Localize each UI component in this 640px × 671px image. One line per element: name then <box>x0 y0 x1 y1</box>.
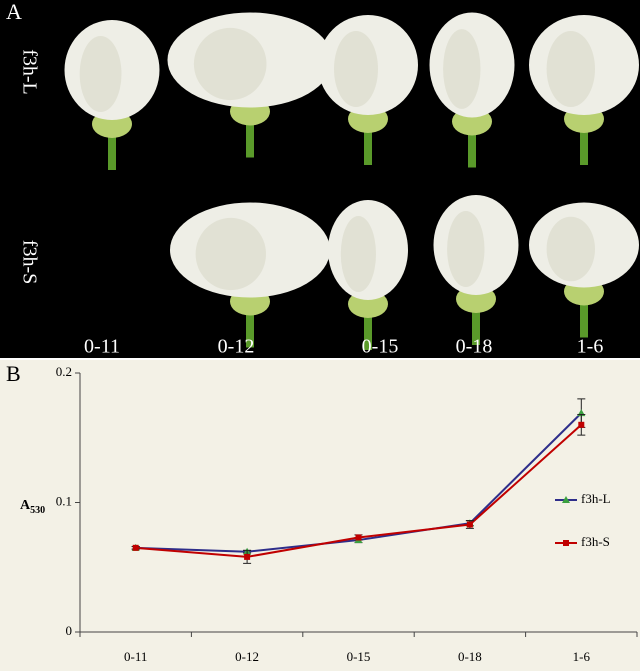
marker <box>578 422 584 428</box>
column-label: 0-18 <box>456 336 493 358</box>
panel-a-label: A <box>6 0 22 24</box>
page: {"panel_a": {"label": "A", "rows": ["f3h… <box>0 0 640 671</box>
legend-label: f3h-S <box>581 534 610 549</box>
row-label: f3h-S <box>18 240 40 284</box>
petal-shade <box>443 29 480 109</box>
petal-shade <box>447 211 484 287</box>
x-tick-label: 1-6 <box>573 649 591 664</box>
x-tick-label: 0-18 <box>458 649 482 664</box>
legend-label: f3h-L <box>581 491 611 506</box>
y-label-sub: 530 <box>30 505 45 516</box>
marker <box>133 545 139 551</box>
petal-shade <box>196 218 266 290</box>
panel-b-background <box>0 360 640 671</box>
y-tick-label: 0.1 <box>56 493 72 508</box>
column-label: 0-15 <box>362 336 399 358</box>
column-label: 0-12 <box>218 336 255 358</box>
x-tick-label: 0-12 <box>235 649 259 664</box>
row-label: f3h-L <box>18 49 40 95</box>
legend-marker <box>563 540 569 546</box>
marker <box>244 554 250 560</box>
marker <box>467 522 473 528</box>
petal-shade <box>547 217 595 282</box>
y-tick-label: 0.2 <box>56 364 72 379</box>
petal-shade <box>194 28 267 100</box>
petal-shade <box>80 36 122 112</box>
column-label: 0-11 <box>84 336 120 358</box>
x-tick-label: 0-11 <box>124 649 147 664</box>
y-tick-label: 0 <box>66 623 73 638</box>
x-tick-label: 0-15 <box>347 649 371 664</box>
petal-shade <box>547 31 595 107</box>
panel-b-label: B <box>6 361 21 386</box>
marker <box>356 534 362 540</box>
petal-shade <box>341 216 376 292</box>
petal-shade <box>334 31 378 107</box>
figure: A f3h-L f3h-S B A530 0-110-120-150-181-6… <box>0 0 640 671</box>
column-label: 1-6 <box>577 336 604 358</box>
